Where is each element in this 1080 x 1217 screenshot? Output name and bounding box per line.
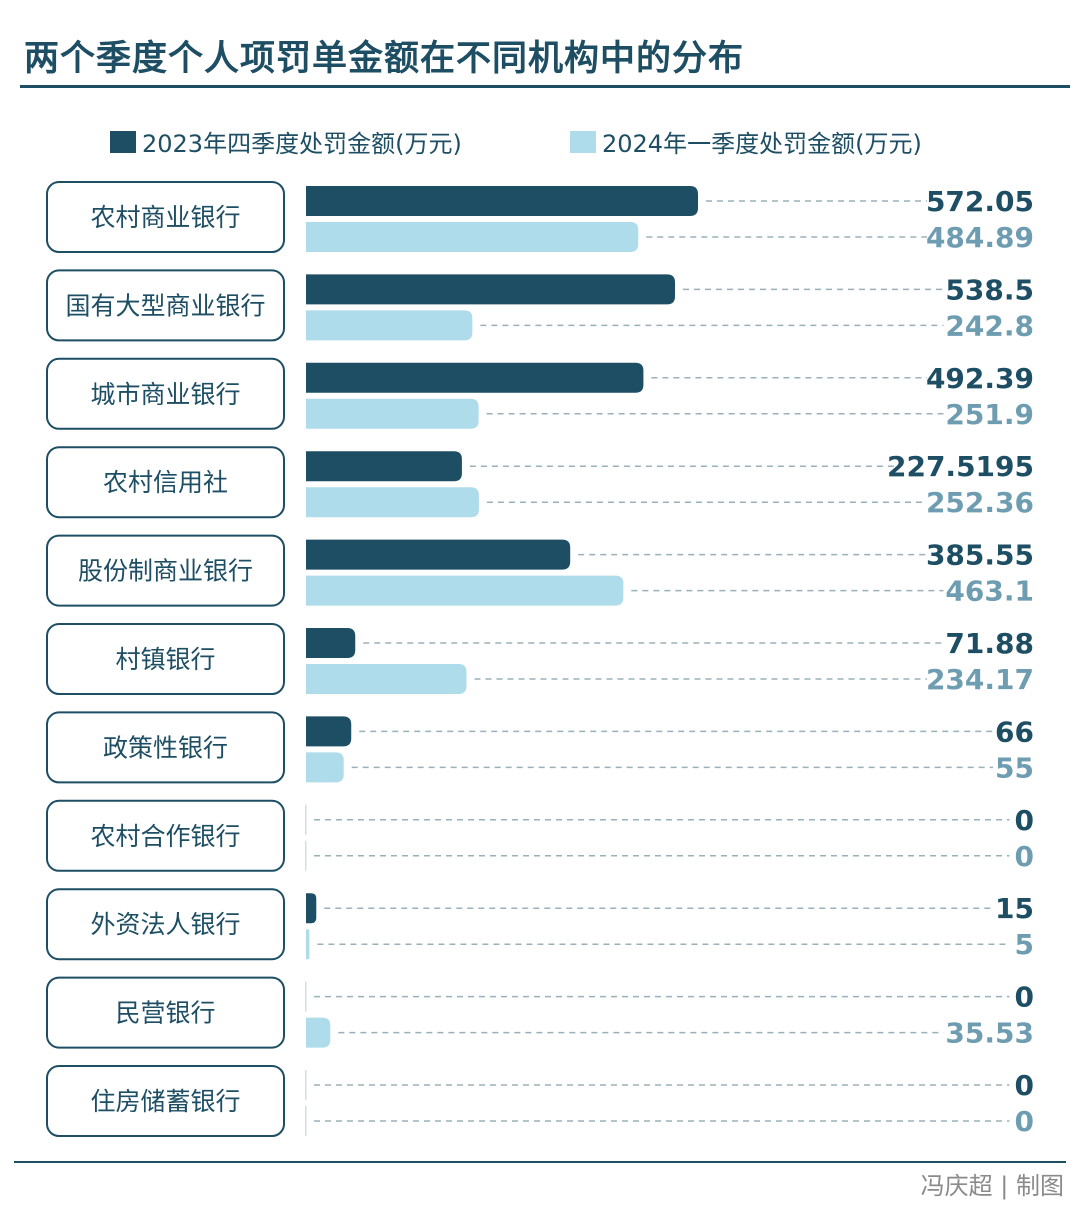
bar [306, 186, 698, 216]
legend-item-2024q1: 2024年一季度处罚金额(万元) [570, 124, 922, 159]
legend-swatch-2023q4 [110, 130, 136, 153]
bar [306, 752, 344, 783]
bar [306, 1017, 331, 1048]
category-box [46, 181, 285, 253]
value-label: 0 [1015, 840, 1034, 873]
value-label: 538.5 [945, 273, 1034, 306]
value-label: 5 [1015, 928, 1034, 961]
category-box [46, 799, 285, 872]
value-label: 227.5195 [887, 450, 1034, 483]
value-label: 242.8 [945, 309, 1034, 342]
bar [306, 929, 310, 960]
category-label: 民营银行 [115, 999, 215, 1028]
chart-title: 两个季度个人项罚单金额在不同机构中的分布 [24, 39, 745, 79]
category-box [46, 888, 285, 961]
value-label: 0 [1015, 804, 1034, 837]
bar [306, 398, 479, 429]
zero-bar [305, 840, 307, 871]
value-label: 55 [995, 751, 1034, 784]
category-box [46, 357, 285, 430]
category-label: 农村信用社 [103, 468, 228, 497]
category-label: 农村商业银行 [90, 203, 240, 232]
bar [306, 222, 639, 252]
bar [306, 487, 479, 518]
value-label: 251.9 [945, 398, 1034, 431]
value-label: 0 [1015, 981, 1034, 1014]
credit-text: 冯庆超 | 制图 [920, 1172, 1064, 1200]
category-label: 政策性银行 [103, 733, 228, 762]
zero-bar [305, 804, 307, 835]
legend-item-2023q4: 2023年四季度处罚金额(万元) [110, 124, 462, 159]
bar [306, 716, 352, 747]
category-box [46, 623, 285, 695]
bar [306, 362, 644, 393]
footer-divider [14, 1161, 1066, 1163]
value-label: 15 [995, 892, 1034, 925]
legend-label-2024q1: 2024年一季度处罚金额(万元) [602, 130, 922, 158]
legend-swatch-2024q1 [570, 130, 596, 153]
bar [306, 539, 571, 570]
value-label: 234.17 [926, 663, 1034, 696]
legend-label-2023q4: 2023年四季度处罚金额(万元) [142, 130, 462, 158]
bar [306, 664, 467, 694]
bar [306, 451, 462, 482]
bar [306, 274, 676, 305]
value-label: 492.39 [926, 362, 1034, 395]
bar [306, 893, 317, 924]
title-divider [20, 85, 1070, 88]
category-label: 外资法人银行 [90, 910, 240, 939]
category-box [46, 1065, 285, 1137]
value-label: 484.89 [926, 221, 1034, 254]
bar [306, 628, 356, 658]
value-label: 0 [1015, 1105, 1034, 1138]
bar [306, 310, 473, 341]
value-label: 385.55 [926, 539, 1034, 572]
category-label: 股份制商业银行 [78, 557, 253, 586]
category-label: 国有大型商业银行 [65, 291, 265, 320]
value-label: 463.1 [945, 575, 1034, 608]
value-label: 252.36 [926, 486, 1034, 519]
value-label: 71.88 [945, 627, 1034, 660]
value-label: 0 [1015, 1069, 1034, 1102]
category-box [46, 534, 285, 607]
category-box [46, 711, 285, 784]
zero-bar [305, 1106, 307, 1136]
value-label: 66 [995, 715, 1034, 748]
category-label: 村镇银行 [115, 645, 215, 674]
zero-bar [305, 981, 307, 1012]
value-label: 572.05 [926, 185, 1034, 218]
category-label: 住房储蓄银行 [90, 1087, 240, 1116]
bar [306, 575, 624, 606]
category-box [46, 269, 285, 342]
zero-bar [305, 1070, 307, 1100]
category-box [46, 446, 285, 519]
category-box [46, 976, 285, 1049]
category-label: 农村合作银行 [90, 822, 240, 851]
category-label: 城市商业银行 [90, 380, 240, 409]
value-label: 35.53 [945, 1017, 1034, 1050]
